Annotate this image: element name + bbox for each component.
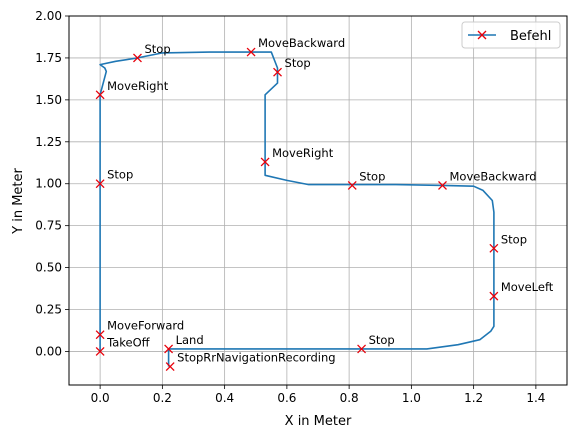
point-label: Stop: [501, 232, 527, 246]
x-marker: [357, 344, 367, 354]
point-label: Stop: [359, 169, 385, 183]
x-marker: [133, 53, 142, 63]
x-marker-stroke: [347, 180, 357, 190]
y-tick-label: 1.50: [35, 93, 62, 107]
y-tick-label: 1.00: [35, 177, 62, 191]
x-marker-stroke: [260, 157, 270, 167]
x-marker: [164, 344, 174, 354]
x-marker: [489, 291, 499, 301]
point-label: MoveBackward: [258, 36, 345, 50]
tick-layer: 0.0 0.2 0.4 0.6 0.8 1.0 1.2 1.4 0.00 0.25 0.50 0.75…: [35, 9, 545, 405]
x-marker-stroke: [489, 291, 499, 301]
x-marker-stroke: [438, 180, 447, 190]
x-marker-stroke: [246, 47, 256, 57]
x-marker: [273, 67, 282, 77]
marker-layer: [95, 47, 499, 372]
x-marker: [347, 180, 357, 190]
legend: Befehl: [461, 21, 561, 49]
y-tick-label: 0.25: [35, 303, 62, 317]
x-marker: [95, 179, 105, 189]
point-label: MoveForward: [107, 319, 184, 333]
trajectory-line: [99, 51, 495, 367]
x-tick-label: 0.6: [277, 391, 296, 405]
x-marker-stroke: [133, 53, 142, 63]
x-marker: [246, 47, 256, 57]
annotation-layer: TakeOff MoveForward Stop MoveRight Stop MoveB…: [106, 36, 554, 364]
x-marker-stroke: [477, 30, 487, 40]
x-tick-label: 0.0: [91, 391, 110, 405]
y-tick-label: 0.00: [35, 344, 62, 358]
point-label: StopRrNavigationRecording: [177, 351, 335, 365]
legend-label: Befehl: [510, 29, 551, 44]
point-label: MoveBackward: [450, 169, 537, 183]
x-marker-stroke: [357, 344, 367, 354]
y-tick-label: 2.00: [35, 9, 62, 23]
point-label: MoveLeft: [501, 280, 554, 294]
x-tick-label: 1.4: [526, 391, 545, 405]
x-tick-label: 0.8: [340, 391, 359, 405]
x-marker: [95, 90, 105, 100]
point-label: Land: [176, 333, 204, 347]
y-tick-label: 0.75: [35, 219, 62, 233]
point-label: MoveRight: [107, 79, 169, 93]
y-tick-label: 1.75: [35, 51, 62, 65]
x-marker: [95, 330, 105, 340]
x-marker-stroke: [95, 179, 105, 189]
y-axis-label: Y in Meter: [11, 167, 26, 234]
y-tick-label: 0.50: [35, 261, 62, 275]
x-marker-stroke: [95, 90, 105, 100]
x-tick-label: 1.0: [402, 391, 421, 405]
x-marker-stroke: [164, 344, 174, 354]
point-label: TakeOff: [106, 335, 151, 349]
point-label: MoveRight: [272, 146, 334, 160]
legend-marker-x-icon: [477, 30, 487, 40]
y-tick-label: 1.25: [35, 135, 62, 149]
x-marker-stroke: [95, 346, 105, 356]
x-marker-stroke: [489, 243, 499, 253]
x-axis-label: X in Meter: [285, 414, 352, 429]
path-layer: [99, 51, 495, 367]
x-tick-label: 0.2: [153, 391, 172, 405]
x-marker: [95, 346, 105, 356]
x-marker-stroke: [95, 330, 105, 340]
point-label: Stop: [144, 42, 170, 56]
x-marker: [260, 157, 270, 167]
plot-frame: [68, 15, 568, 386]
x-tick-label: 0.4: [215, 391, 234, 405]
x-marker-stroke: [273, 67, 282, 77]
x-tick-label: 1.2: [464, 391, 483, 405]
point-label: Stop: [107, 168, 133, 182]
point-label: Stop: [285, 56, 311, 70]
point-label: Stop: [369, 333, 395, 347]
x-marker-stroke: [165, 362, 175, 372]
legend-box: [461, 21, 561, 49]
x-marker: [489, 243, 499, 253]
x-marker: [165, 362, 175, 372]
x-marker: [438, 180, 447, 190]
